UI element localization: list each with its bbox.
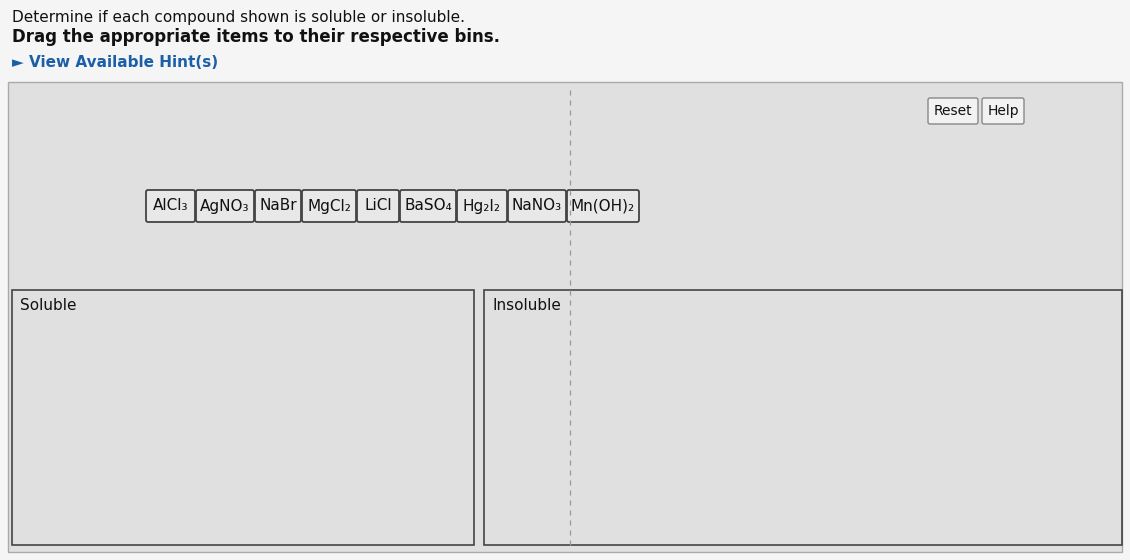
FancyBboxPatch shape	[982, 98, 1024, 124]
Text: Help: Help	[988, 104, 1019, 118]
Text: Drag the appropriate items to their respective bins.: Drag the appropriate items to their resp…	[12, 28, 499, 46]
Text: Soluble: Soluble	[20, 298, 77, 313]
Text: Hg₂I₂: Hg₂I₂	[463, 198, 501, 213]
Text: AgNO₃: AgNO₃	[200, 198, 250, 213]
Text: Insoluble: Insoluble	[492, 298, 560, 313]
Text: Determine if each compound shown is soluble or insoluble.: Determine if each compound shown is solu…	[12, 10, 466, 25]
FancyBboxPatch shape	[8, 82, 1122, 552]
FancyBboxPatch shape	[484, 290, 1122, 545]
Text: Reset: Reset	[933, 104, 972, 118]
FancyBboxPatch shape	[567, 190, 638, 222]
FancyBboxPatch shape	[195, 190, 254, 222]
FancyBboxPatch shape	[255, 190, 301, 222]
FancyBboxPatch shape	[146, 190, 195, 222]
FancyBboxPatch shape	[457, 190, 507, 222]
Text: Mn(OH)₂: Mn(OH)₂	[571, 198, 635, 213]
FancyBboxPatch shape	[12, 290, 473, 545]
FancyBboxPatch shape	[400, 190, 457, 222]
Text: MgCl₂: MgCl₂	[307, 198, 351, 213]
FancyBboxPatch shape	[357, 190, 399, 222]
Text: ► View Available Hint(s): ► View Available Hint(s)	[12, 55, 218, 70]
FancyBboxPatch shape	[302, 190, 356, 222]
Text: LiCl: LiCl	[364, 198, 392, 213]
Text: NaNO₃: NaNO₃	[512, 198, 562, 213]
FancyBboxPatch shape	[508, 190, 566, 222]
FancyBboxPatch shape	[928, 98, 977, 124]
Text: BaSO₄: BaSO₄	[405, 198, 452, 213]
Text: NaBr: NaBr	[259, 198, 297, 213]
Text: AlCl₃: AlCl₃	[153, 198, 189, 213]
